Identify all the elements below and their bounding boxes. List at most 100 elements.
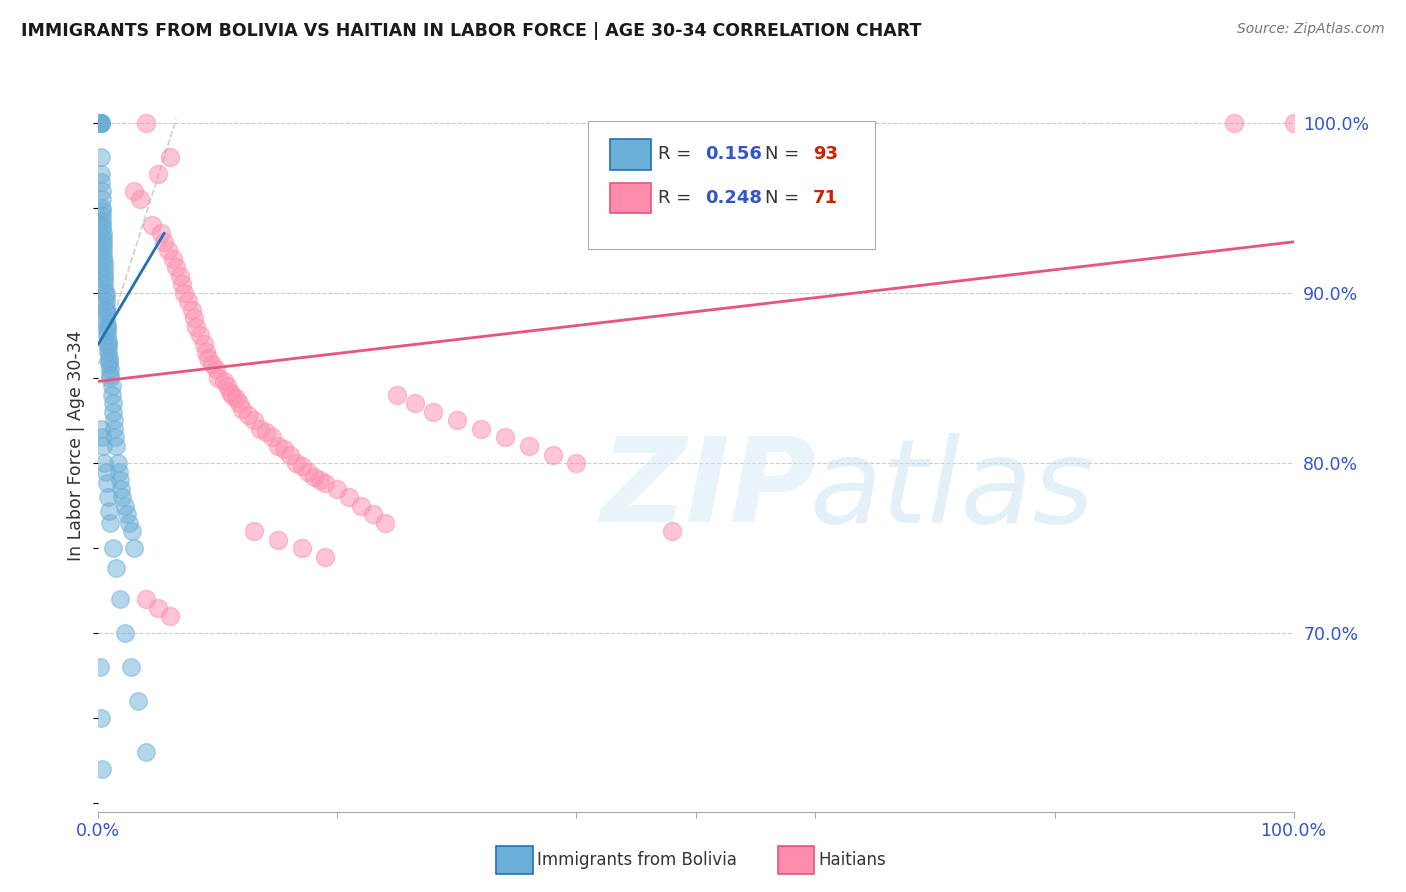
Point [89, 116, 111, 130]
Point [91, 238, 114, 252]
Point [90, 422, 112, 436]
Point [91, 214, 114, 228]
Point [94, 289, 117, 303]
Point [153, 235, 176, 249]
Point [385, 388, 409, 402]
Point [104, 430, 127, 444]
Point [91, 762, 114, 776]
Point [94, 311, 117, 326]
Point [93, 255, 115, 269]
Text: atlas: atlas [810, 433, 1094, 547]
Point [118, 516, 141, 530]
Point [267, 439, 290, 453]
Point [90, 116, 112, 130]
Point [101, 396, 124, 410]
Point [254, 425, 277, 440]
Point [93, 260, 115, 275]
Point [291, 541, 314, 555]
Point [93, 272, 115, 286]
Point [91, 184, 114, 198]
Point [90, 167, 112, 181]
Point [89, 116, 111, 130]
FancyBboxPatch shape [588, 120, 875, 249]
Point [93, 277, 115, 292]
Point [308, 473, 330, 487]
Point [172, 277, 194, 292]
Text: IMMIGRANTS FROM BOLIVIA VS HAITIAN IN LABOR FORCE | AGE 30-34 CORRELATION CHART: IMMIGRANTS FROM BOLIVIA VS HAITIAN IN LA… [21, 22, 921, 40]
Point [101, 405, 124, 419]
Point [148, 167, 170, 181]
Point [100, 379, 122, 393]
Point [89, 660, 111, 674]
Point [93, 265, 115, 279]
Point [91, 201, 114, 215]
Point [225, 392, 247, 406]
Point [97, 337, 120, 351]
Point [446, 413, 468, 427]
Point [98, 362, 122, 376]
Point [243, 413, 266, 427]
Point [93, 268, 115, 283]
FancyBboxPatch shape [610, 139, 651, 169]
Point [107, 465, 129, 479]
Text: 0.156: 0.156 [706, 145, 762, 163]
Point [97, 334, 120, 348]
Point [243, 524, 266, 538]
Text: Source: ZipAtlas.com: Source: ZipAtlas.com [1237, 22, 1385, 37]
Point [91, 221, 114, 235]
Point [207, 371, 229, 385]
Point [183, 311, 205, 326]
Point [141, 218, 163, 232]
Point [89, 116, 111, 130]
Y-axis label: In Labor Force | Age 30-34: In Labor Force | Age 30-34 [67, 331, 86, 561]
Point [96, 328, 118, 343]
Point [204, 362, 226, 376]
Point [89, 116, 111, 130]
Point [404, 396, 426, 410]
Point [91, 439, 114, 453]
Point [249, 422, 271, 436]
Point [221, 388, 243, 402]
Text: 93: 93 [813, 145, 838, 163]
Point [94, 306, 117, 320]
Point [156, 244, 179, 258]
Point [91, 210, 114, 224]
Point [91, 227, 114, 241]
Point [93, 456, 115, 470]
Point [173, 285, 195, 300]
Point [135, 592, 157, 607]
Point [107, 456, 129, 470]
Point [94, 300, 117, 314]
Point [120, 660, 142, 674]
Point [103, 413, 125, 427]
Point [121, 524, 143, 538]
Point [105, 439, 128, 453]
Point [91, 244, 114, 258]
FancyBboxPatch shape [610, 183, 651, 213]
Point [1282, 116, 1305, 130]
Point [186, 320, 208, 334]
Point [105, 561, 128, 575]
Point [89, 116, 111, 130]
Point [94, 294, 117, 309]
Point [363, 507, 385, 521]
Point [91, 231, 114, 245]
Point [541, 448, 564, 462]
Point [302, 469, 325, 483]
Point [494, 430, 516, 444]
Point [1222, 116, 1246, 130]
Text: R =: R = [658, 145, 697, 163]
Point [98, 516, 122, 530]
Point [97, 345, 120, 359]
Point [98, 351, 121, 365]
Point [111, 490, 134, 504]
Point [103, 422, 125, 436]
Point [315, 549, 337, 564]
Point [93, 283, 115, 297]
Point [565, 456, 588, 470]
Point [165, 260, 187, 275]
Point [194, 345, 218, 359]
Point [193, 337, 215, 351]
Text: Haitians: Haitians [818, 851, 886, 869]
Point [339, 490, 360, 504]
